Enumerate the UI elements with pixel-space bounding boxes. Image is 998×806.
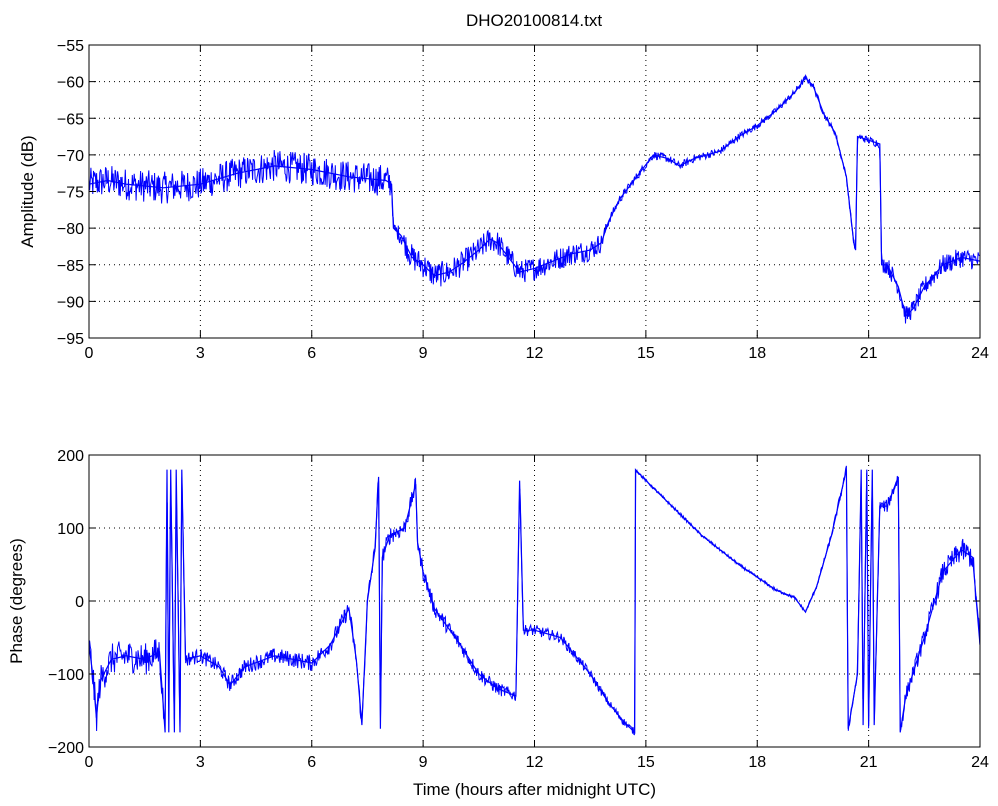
y-tick-label: −100: [48, 667, 84, 684]
x-tick-label: 15: [637, 345, 655, 362]
y-tick-label: −55: [57, 38, 84, 55]
amplitude-panel: 0 3 6 9 12 15 18 21 24 −95 −90 −85 −80 −75 −70 −65 −60 −5…: [18, 38, 989, 362]
y-tick-label: −75: [57, 185, 84, 202]
y-tick-label: −90: [57, 294, 84, 311]
x-tick-label: 0: [85, 345, 94, 362]
x-tick-label: 3: [196, 345, 205, 362]
x-tick-label: 18: [748, 754, 766, 771]
x-tick-label: 9: [419, 754, 428, 771]
y-tick-label: −200: [48, 740, 84, 757]
y-tick-label: −70: [57, 148, 84, 165]
y-tick-label: −95: [57, 331, 84, 348]
x-axis-label: Time (hours after midnight UTC): [413, 780, 656, 799]
x-tick-label: 0: [85, 754, 94, 771]
x-tick-label: 9: [419, 345, 428, 362]
x-tick-label: 12: [526, 345, 544, 362]
y-axis-label: Amplitude (dB): [18, 135, 37, 247]
y-axis-label: Phase (degrees): [7, 538, 26, 664]
x-tick-label: 18: [748, 345, 766, 362]
y-tick-label: 0: [75, 594, 84, 611]
figure-title: DHO20100814.txt: [466, 11, 602, 30]
y-tick-label: −80: [57, 221, 84, 238]
data-series-line: [89, 73, 980, 324]
y-tick-label: 100: [57, 521, 84, 538]
x-tick-label: 15: [637, 754, 655, 771]
x-tick-label: 12: [526, 754, 544, 771]
data-series-trend: [89, 468, 980, 734]
x-tick-label: 21: [860, 754, 878, 771]
x-tick-label: 3: [196, 754, 205, 771]
phase-panel: 0 3 6 9 12 15 18 21 24 −200 −100 0 100 200 Phase (degr…: [7, 448, 989, 799]
x-tick-label: 21: [860, 345, 878, 362]
x-tick-label: 24: [971, 345, 989, 362]
x-tick-label: 6: [307, 754, 316, 771]
x-tick-label: 6: [307, 345, 316, 362]
y-tick-label: −65: [57, 111, 84, 128]
y-tick-label: −85: [57, 258, 84, 275]
data-series-trend: [89, 77, 980, 318]
y-tick-label: −60: [57, 75, 84, 92]
x-tick-label: 24: [971, 754, 989, 771]
y-tick-label: 200: [57, 448, 84, 465]
